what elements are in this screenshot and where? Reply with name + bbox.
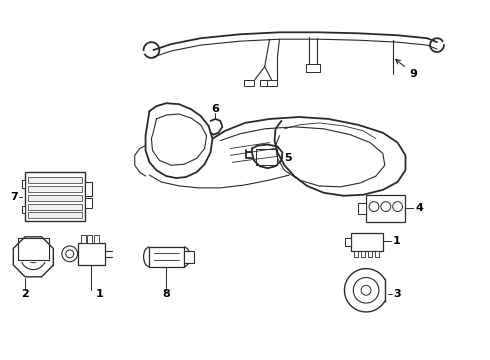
Bar bbox=[358, 203, 366, 215]
Bar bbox=[366, 195, 406, 222]
Bar bbox=[368, 251, 372, 257]
Text: 1: 1 bbox=[96, 289, 103, 299]
Bar bbox=[28, 186, 81, 192]
Bar bbox=[267, 80, 276, 86]
Circle shape bbox=[62, 246, 77, 262]
Bar bbox=[77, 243, 105, 265]
Bar bbox=[375, 251, 379, 257]
Bar bbox=[28, 195, 81, 201]
Bar bbox=[16, 237, 51, 262]
Bar bbox=[88, 235, 93, 243]
Text: 7: 7 bbox=[10, 192, 18, 202]
Bar bbox=[361, 251, 365, 257]
Bar bbox=[256, 149, 277, 165]
Bar bbox=[22, 180, 25, 188]
Text: 8: 8 bbox=[162, 289, 170, 299]
Bar bbox=[95, 235, 99, 243]
Bar bbox=[351, 233, 383, 251]
Bar bbox=[260, 80, 270, 86]
Text: 5: 5 bbox=[284, 153, 292, 163]
Bar bbox=[18, 238, 49, 260]
Bar bbox=[28, 204, 81, 210]
Bar bbox=[25, 172, 84, 221]
Bar bbox=[345, 238, 351, 246]
Bar bbox=[184, 251, 194, 263]
Text: 3: 3 bbox=[393, 289, 401, 299]
Bar bbox=[84, 198, 93, 208]
Bar bbox=[244, 80, 254, 86]
Bar bbox=[22, 206, 25, 213]
Bar bbox=[306, 64, 320, 72]
Bar bbox=[28, 177, 81, 183]
Text: 1: 1 bbox=[392, 236, 400, 246]
Bar bbox=[80, 235, 85, 243]
Bar bbox=[28, 212, 81, 219]
Text: 6: 6 bbox=[212, 104, 220, 114]
Bar bbox=[149, 247, 184, 267]
Text: 9: 9 bbox=[396, 59, 417, 79]
Text: 4: 4 bbox=[416, 203, 423, 212]
Bar bbox=[84, 182, 93, 196]
Bar bbox=[354, 251, 358, 257]
Text: 2: 2 bbox=[22, 289, 29, 299]
